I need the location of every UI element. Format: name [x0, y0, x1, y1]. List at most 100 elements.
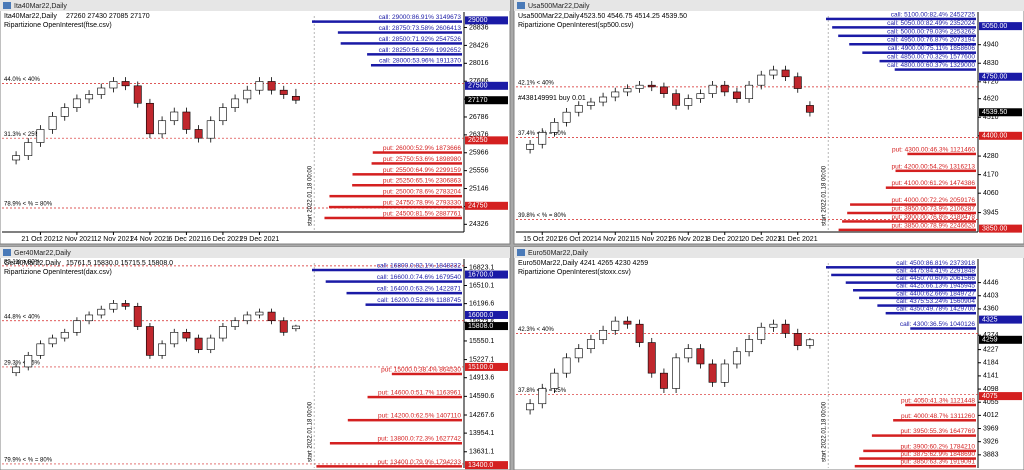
candle-body: [231, 320, 240, 327]
oi-bar: [352, 184, 462, 187]
candle-body: [562, 357, 571, 374]
oi-label: call: 5000.00:79.03% 2253262: [887, 28, 975, 35]
candle-body: [170, 111, 179, 122]
candle-body: [769, 323, 778, 328]
candle-body: [659, 86, 668, 94]
oi-label: call: 4300:36.5% 1040126: [900, 321, 976, 328]
oi-bar: [893, 419, 976, 422]
level-label: 44.0% < 40%: [4, 77, 41, 83]
oi-label: call: 16400.0:63.2% 1422871: [377, 286, 462, 293]
candle-body: [97, 308, 106, 316]
annotation: Ripartizione OpenInterest(ftse.csv): [4, 22, 112, 29]
candle-body: [574, 105, 583, 113]
price-box-label: 4750.00: [982, 74, 1007, 81]
y-tick-label: 16196.6: [469, 300, 494, 307]
oi-bar: [831, 273, 976, 277]
y-tick-label: 4227: [983, 346, 999, 353]
level-label: 31.3% < 25%: [4, 132, 41, 138]
oi-bar: [854, 464, 976, 468]
window-title: Ita40Mar22,Daily: [14, 3, 67, 10]
candle-body: [145, 102, 154, 135]
candle-body: [145, 326, 154, 356]
y-tick-label: 4098: [983, 386, 999, 393]
oi-label: put: 13800.0:72.3% 1627742: [378, 436, 462, 443]
y-tick-label: 16510.1: [469, 282, 494, 289]
candle-body: [757, 74, 766, 86]
candle-body: [267, 311, 276, 322]
oi-label: put: 3875:62.9% 1848690: [901, 451, 976, 458]
candle-body: [745, 339, 754, 353]
candle-body: [48, 116, 57, 130]
oi-label: call: 28000:53.96% 1911370: [379, 58, 461, 65]
oi-bar: [337, 31, 462, 34]
level-label: 79.9% < % = 80%: [4, 458, 53, 464]
price-box: [979, 72, 1022, 81]
candle-body: [732, 351, 741, 365]
candle-body: [635, 84, 644, 89]
oi-label: call: 4400:62.66% 1849727: [896, 290, 975, 297]
y-tick-label: 28426: [469, 42, 489, 49]
panel: [513, 246, 1024, 470]
oi-label: put: 4050:41.3% 1121448: [901, 397, 975, 404]
price-box-label: 27500: [468, 83, 488, 90]
y-tick-label: 4403: [983, 293, 999, 300]
oi-bar: [871, 434, 976, 437]
y-tick-label: 4012: [983, 412, 999, 419]
candle-body: [218, 326, 227, 339]
candle-body: [696, 348, 705, 365]
cursor-label: start 2022.01.18 00:00: [822, 401, 828, 462]
title-bar: [514, 0, 1024, 11]
candle-body: [745, 84, 754, 99]
x-tick-label: 15 Nov 2021: [632, 236, 672, 243]
oi-bar: [863, 449, 976, 453]
price-box: [979, 224, 1022, 233]
candle-body: [243, 314, 252, 322]
candle-body: [574, 348, 583, 359]
candle-body: [72, 320, 81, 333]
candle-body: [182, 331, 191, 339]
y-tick-label: 16823.1: [469, 264, 494, 271]
oi-label: put: 25000:78.6% 2783204: [383, 189, 461, 196]
oi-bar: [346, 291, 462, 295]
price-box-label: 15808.0: [468, 323, 493, 330]
candle-body: [562, 111, 571, 123]
oi-label: put: 24500:81.5% 2887761: [383, 210, 461, 217]
candle-body: [672, 93, 681, 106]
oi-label: put: 26000:52.9% 1873666: [383, 145, 461, 152]
candle-body: [255, 311, 264, 316]
price-box: [979, 131, 1022, 140]
window-title: Usa500Mar22,Daily: [528, 3, 590, 10]
oi-label: call: 28750:73.58% 2606413: [379, 25, 462, 32]
oi-bar: [367, 395, 462, 399]
x-tick-label: 20 Dec 2021: [741, 236, 781, 243]
x-tick-label: 15 Oct 2021: [523, 236, 561, 243]
candle-body: [708, 363, 717, 383]
x-tick-label: 24 Nov 2021: [130, 236, 170, 243]
oi-bar: [853, 289, 976, 292]
oi-bar: [838, 228, 976, 232]
y-tick-label: 25556: [469, 167, 489, 174]
chart-title: Euro50Mar22,Daily: [518, 260, 578, 267]
price-box-label: 26250: [468, 137, 488, 144]
price-box-label: 13400.0: [468, 462, 493, 469]
oi-label: put: 25500:64.9% 2299159: [383, 167, 461, 174]
level-label: 44.8% < 40%: [4, 314, 41, 320]
candle-body: [170, 331, 179, 345]
oi-label: call: 4375:53.24% 1560904: [896, 298, 975, 305]
ohlc-info: 4523.50 4546.75 4514.25 4539.50: [580, 13, 687, 20]
price-box: [979, 392, 1022, 401]
oi-bar: [859, 296, 976, 300]
x-tick-label: 2 Nov 2021: [59, 236, 95, 243]
candle-body: [24, 142, 33, 156]
oi-label: call: 29000:86.91% 3149673: [379, 14, 462, 21]
x-tick-label: 29 Dec 2021: [240, 236, 280, 243]
candle-body: [36, 343, 45, 356]
y-tick-label: 25966: [469, 150, 489, 157]
candle-body: [635, 323, 644, 343]
price-box-label: 16000.0: [468, 312, 493, 319]
price-box: [465, 201, 508, 210]
y-tick-label: 4720: [983, 79, 999, 86]
candle-body: [526, 143, 535, 150]
x-tick-label: 4 Nov 2021: [597, 236, 633, 243]
